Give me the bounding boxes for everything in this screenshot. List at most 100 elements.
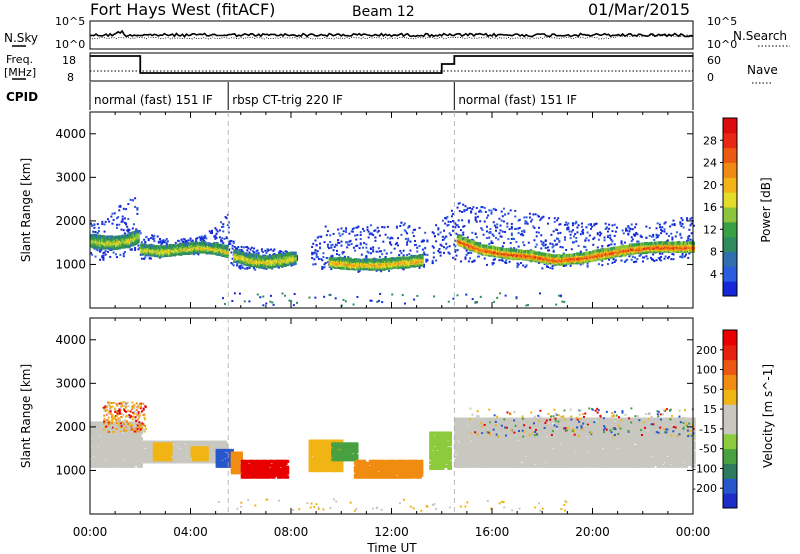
power-cell bbox=[456, 206, 459, 209]
power-cell bbox=[409, 240, 412, 243]
power-cell bbox=[517, 245, 520, 248]
power-cell bbox=[588, 234, 591, 237]
power-cell bbox=[314, 263, 317, 266]
power-cell bbox=[447, 220, 450, 223]
power-cell bbox=[459, 229, 462, 232]
power-cell bbox=[514, 209, 517, 212]
power-cell bbox=[500, 235, 503, 238]
power-cell bbox=[254, 268, 257, 271]
power-cell bbox=[556, 219, 559, 222]
power-cell bbox=[470, 211, 473, 214]
power-cell bbox=[244, 267, 247, 270]
power-cell bbox=[136, 232, 140, 236]
power-cell bbox=[182, 241, 185, 244]
power-cell bbox=[214, 235, 217, 238]
power-cell bbox=[153, 240, 156, 243]
power-cell bbox=[690, 216, 693, 219]
power-cell bbox=[575, 221, 578, 224]
power-cell bbox=[465, 249, 468, 252]
power-cell bbox=[312, 252, 315, 255]
power-cell bbox=[509, 209, 512, 212]
power-cell bbox=[225, 217, 228, 220]
power-cell bbox=[465, 253, 468, 256]
power-cell bbox=[420, 240, 423, 243]
power-cell bbox=[557, 232, 560, 235]
power-cell bbox=[636, 240, 639, 243]
power-cell bbox=[687, 239, 690, 242]
power-cell bbox=[552, 244, 555, 247]
power-cell bbox=[266, 248, 269, 251]
power-cell bbox=[454, 248, 457, 251]
power-cell bbox=[645, 225, 648, 228]
power-cell bbox=[569, 237, 572, 240]
power-cell bbox=[626, 258, 629, 261]
power-cell bbox=[586, 265, 589, 268]
power-cell bbox=[132, 223, 135, 226]
power-cell bbox=[118, 223, 121, 226]
power-cell bbox=[143, 238, 146, 241]
power-cell bbox=[273, 248, 276, 251]
power-cell bbox=[153, 237, 156, 240]
power-cell bbox=[293, 251, 297, 255]
power-cell bbox=[161, 240, 164, 243]
power-cell bbox=[345, 230, 348, 233]
power-cell bbox=[441, 235, 444, 238]
power-cell bbox=[517, 263, 520, 266]
power-cell bbox=[222, 223, 225, 226]
power-cell bbox=[228, 240, 231, 243]
power-cell bbox=[448, 245, 451, 248]
power-cell bbox=[350, 230, 353, 233]
power-cell bbox=[687, 235, 690, 238]
power-cell bbox=[551, 267, 554, 270]
power-cell bbox=[241, 250, 244, 253]
power-cell bbox=[311, 253, 314, 256]
power-cell bbox=[383, 249, 386, 252]
power-cell bbox=[210, 230, 213, 233]
power-cell bbox=[218, 236, 221, 239]
power-cell bbox=[627, 226, 630, 229]
power-cell bbox=[510, 234, 513, 237]
power-cell bbox=[340, 240, 343, 243]
power-cell bbox=[630, 236, 633, 239]
power-cell bbox=[575, 240, 578, 243]
power-cell bbox=[416, 250, 419, 253]
power-cell bbox=[480, 227, 483, 230]
power-cell bbox=[627, 225, 630, 228]
power-cell bbox=[634, 233, 637, 236]
power-cell bbox=[553, 239, 556, 242]
power-cell bbox=[126, 225, 129, 228]
power-cell bbox=[332, 232, 335, 235]
power-cell bbox=[491, 242, 494, 245]
power-cell bbox=[103, 230, 106, 233]
power-cell bbox=[222, 230, 225, 233]
power-cell bbox=[471, 260, 474, 263]
power-cell bbox=[604, 228, 607, 231]
power-cell bbox=[277, 266, 280, 269]
power-cell bbox=[544, 239, 547, 242]
power-cell bbox=[665, 232, 668, 235]
power-cell bbox=[478, 210, 481, 213]
power-cell bbox=[257, 252, 260, 255]
power-cell bbox=[476, 215, 479, 218]
power-cell bbox=[101, 220, 104, 223]
power-cell bbox=[99, 258, 102, 261]
power-cell bbox=[402, 224, 405, 227]
power-cell bbox=[439, 231, 442, 234]
power-cell bbox=[423, 253, 426, 256]
power-cell bbox=[162, 240, 165, 243]
power-cell bbox=[454, 226, 457, 229]
power-cell bbox=[431, 245, 434, 248]
power-cell bbox=[157, 241, 160, 244]
power-cell bbox=[216, 230, 219, 233]
power-cell bbox=[181, 240, 184, 243]
power-cell bbox=[330, 255, 333, 258]
power-cell bbox=[608, 244, 611, 247]
power-cell bbox=[277, 251, 280, 254]
power-cell bbox=[557, 217, 560, 220]
power-cell bbox=[673, 223, 676, 226]
power-cell bbox=[103, 251, 106, 254]
power-cell bbox=[345, 228, 348, 231]
power-cell bbox=[521, 232, 524, 235]
power-cell bbox=[380, 270, 383, 273]
power-cell bbox=[340, 227, 343, 230]
